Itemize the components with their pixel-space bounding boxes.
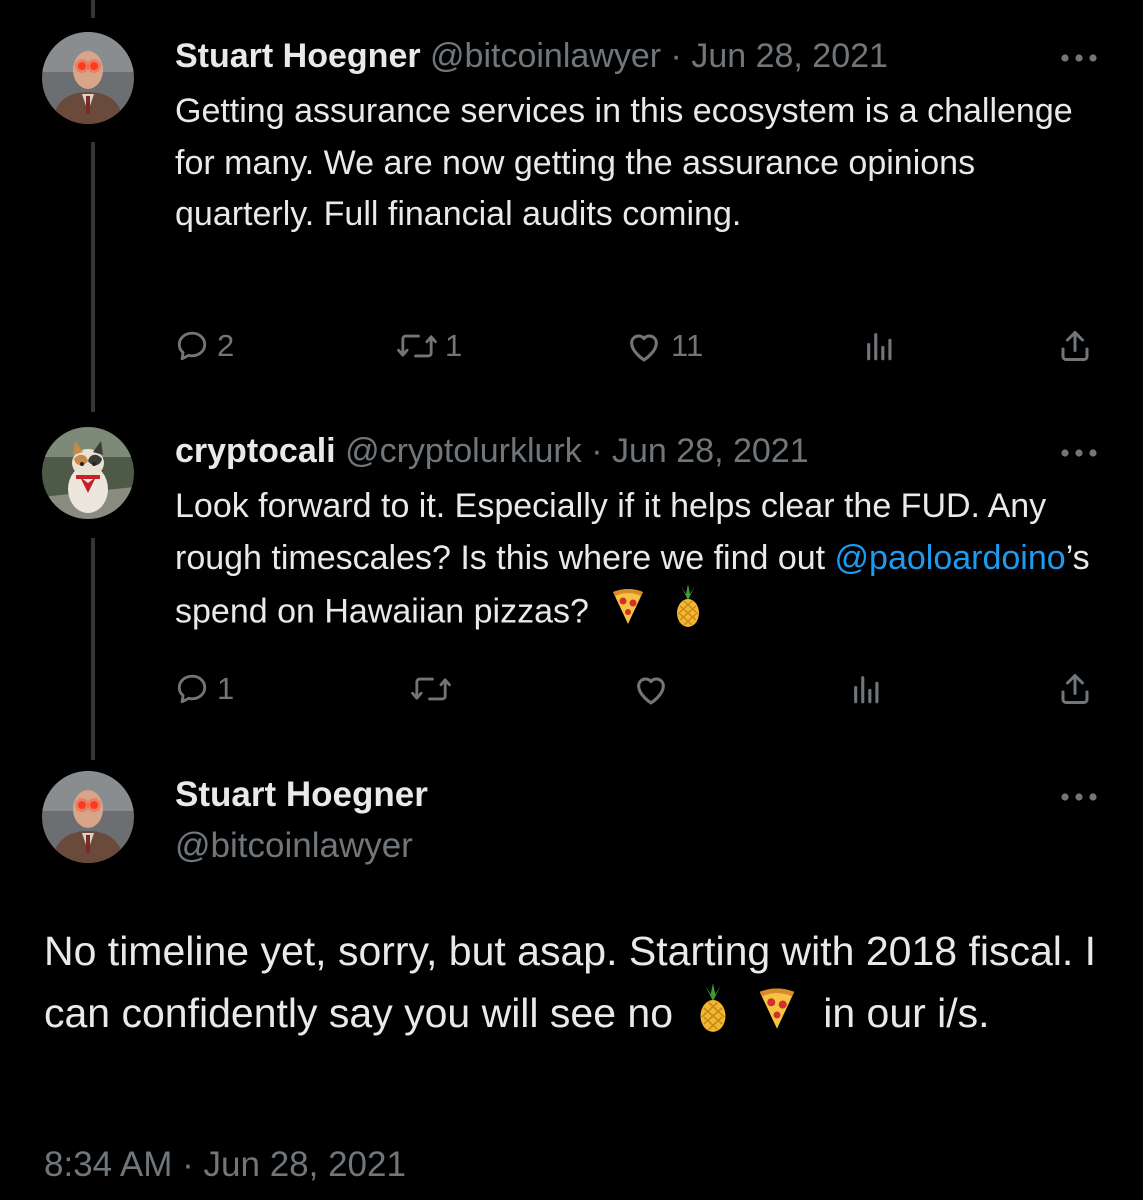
author-name[interactable]: Stuart Hoegner <box>175 775 428 814</box>
pizza-icon <box>756 985 798 1048</box>
author-handle[interactable]: @bitcoinlawyer <box>175 826 413 865</box>
like-button[interactable]: 11 <box>625 326 703 366</box>
analytics-icon <box>854 676 879 704</box>
retweet-count: 1 <box>445 328 463 363</box>
views-button[interactable] <box>863 326 897 366</box>
share-button[interactable] <box>1057 669 1093 709</box>
heart-icon <box>637 677 665 705</box>
author-handle[interactable]: @cryptolurklurk <box>345 432 582 470</box>
tweet-text-after: in our i/s. <box>823 990 990 1036</box>
pineapple-icon <box>692 982 734 1050</box>
mention-link[interactable]: @paoloardoino <box>834 538 1066 577</box>
tweet-text: Look forward to it. Especially if it hel… <box>175 481 1105 644</box>
pineapple-icon <box>670 584 706 644</box>
tweet-date[interactable]: Jun 28, 2021 <box>691 37 888 75</box>
share-icon <box>1061 331 1089 361</box>
tweet-text-before: Look forward to it. Especially if it hel… <box>175 487 1047 577</box>
analytics-icon <box>867 333 892 361</box>
views-button[interactable] <box>850 669 884 709</box>
more-options-icon[interactable] <box>1059 790 1099 802</box>
author-handle[interactable]: @bitcoinlawyer <box>430 37 662 75</box>
retweet-button[interactable] <box>411 669 459 709</box>
share-icon <box>1061 674 1089 704</box>
retweet-button[interactable]: 1 <box>397 326 462 366</box>
pizza-icon <box>610 586 646 642</box>
separator: · <box>670 37 682 75</box>
retweet-icon <box>411 677 451 701</box>
tweet-date: Jun 28, 2021 <box>203 1145 406 1184</box>
tweet-header: cryptocali @cryptolurklurk · Jun 28, 202… <box>175 431 809 471</box>
heart-icon <box>630 334 658 362</box>
avatar[interactable] <box>42 771 134 863</box>
like-button[interactable] <box>632 669 678 709</box>
reply-button[interactable]: 2 <box>175 326 234 366</box>
tweet-time: 8:34 AM <box>44 1145 173 1184</box>
reply-count: 1 <box>217 671 235 706</box>
tweet-header: Stuart Hoegner @bitcoinlawyer · Jun 28, … <box>175 36 888 76</box>
tweet-text-after: ’s spend on Hawaiian pizzas? <box>175 538 1090 631</box>
separator: · <box>591 432 603 470</box>
tweet-text: Getting assurance services in this ecosy… <box>175 92 1073 233</box>
more-options-icon[interactable] <box>1059 446 1099 458</box>
thread-line-2 <box>91 538 95 760</box>
tweet-actions: 2 1 11 <box>175 326 1100 366</box>
avatar[interactable] <box>42 427 134 519</box>
more-options-icon[interactable] <box>1059 51 1099 63</box>
main-tweet-text: No timeline yet, sorry, but asap. Starti… <box>44 920 1104 1050</box>
share-button[interactable] <box>1057 326 1093 366</box>
thread-line-1 <box>91 142 95 412</box>
reply-icon <box>177 331 207 361</box>
separator: · <box>182 1145 194 1184</box>
author-name[interactable]: cryptocali <box>175 432 336 470</box>
tweet-timestamp[interactable]: 8:34 AM · Jun 28, 2021 <box>44 1143 406 1187</box>
tweet-actions: 1 <box>175 669 1100 709</box>
retweet-icon <box>397 334 437 358</box>
author-name[interactable]: Stuart Hoegner <box>175 37 421 75</box>
reply-button[interactable]: 1 <box>175 669 234 709</box>
thread-line-top <box>91 0 95 18</box>
reply-icon <box>177 674 207 704</box>
avatar[interactable] <box>42 32 134 124</box>
tweet-text-before: No timeline yet, sorry, but asap. Starti… <box>44 928 1097 1036</box>
like-count: 11 <box>671 328 704 363</box>
tweet-date[interactable]: Jun 28, 2021 <box>611 432 809 470</box>
reply-count: 2 <box>217 328 235 363</box>
